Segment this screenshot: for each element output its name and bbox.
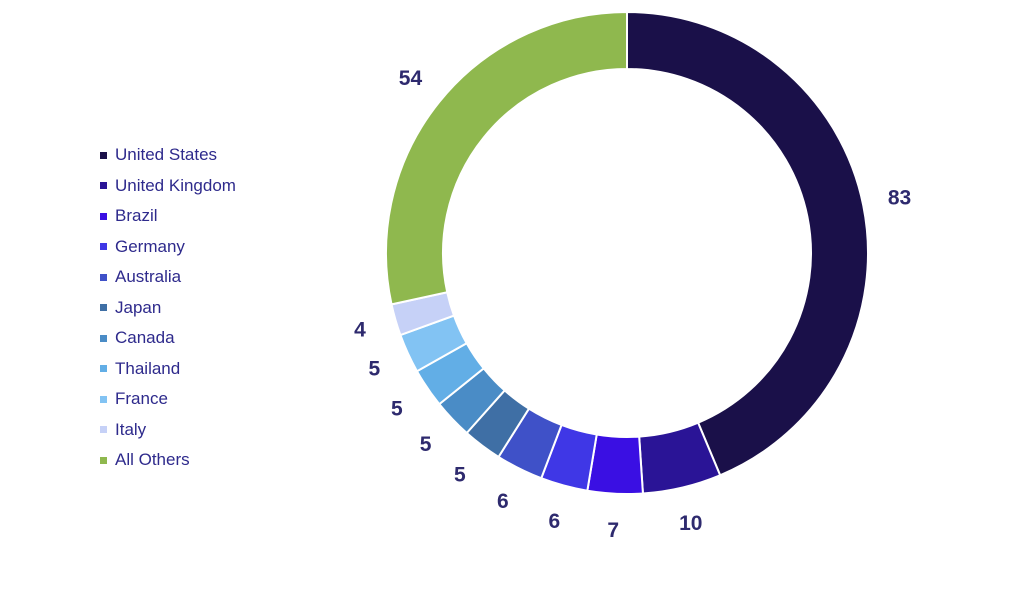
data-label-brazil: 7 <box>607 519 619 542</box>
legend-item-japan: Japan <box>100 293 236 324</box>
slice-united-states <box>626 10 869 477</box>
legend-label: All Others <box>115 450 190 470</box>
data-label-all-others: 54 <box>399 67 423 90</box>
chart-legend: United States United Kingdom Brazil Germany… <box>100 140 236 476</box>
legend-label: Australia <box>115 267 182 287</box>
legend-swatch <box>100 273 107 281</box>
legend-swatch <box>100 151 107 159</box>
legend-swatch <box>100 456 107 464</box>
legend-swatch <box>100 395 107 403</box>
legend-item-united-states: United States <box>100 140 236 171</box>
legend-swatch <box>100 365 107 373</box>
legend-label: Italy <box>115 419 147 439</box>
data-label-united-kingdom: 10 <box>679 512 702 535</box>
legend-item-australia: Australia <box>100 262 236 293</box>
legend-label: Canada <box>115 328 175 348</box>
legend-swatch <box>100 182 107 190</box>
legend-label: United States <box>115 145 218 165</box>
legend-label: Japan <box>115 297 162 317</box>
legend-label: France <box>115 389 168 409</box>
legend-item-france: France <box>100 384 236 415</box>
donut-slices <box>385 10 869 495</box>
legend-item-brazil: Brazil <box>100 201 236 232</box>
data-label-thailand: 5 <box>391 397 403 420</box>
legend-label: Brazil <box>115 206 158 226</box>
legend-label: Thailand <box>115 358 181 378</box>
legend-item-thailand: Thailand <box>100 354 236 385</box>
legend-item-all-others: All Others <box>100 445 236 476</box>
legend-label: Germany <box>115 236 185 256</box>
data-label-italy: 4 <box>354 319 366 342</box>
legend-swatch <box>100 426 107 434</box>
data-label-canada: 5 <box>420 433 432 456</box>
legend-swatch <box>100 304 107 312</box>
legend-swatch <box>100 243 107 251</box>
data-label-france: 5 <box>368 357 380 380</box>
data-label-united-states: 83 <box>888 187 911 210</box>
legend-item-canada: Canada <box>100 323 236 354</box>
legend-label: United Kingdom <box>115 175 236 195</box>
data-label-germany: 6 <box>548 510 560 533</box>
legend-item-united-kingdom: United Kingdom <box>100 171 236 202</box>
legend-swatch <box>100 334 107 342</box>
legend-item-germany: Germany <box>100 232 236 263</box>
legend-swatch <box>100 212 107 220</box>
slice-all-others <box>385 10 628 306</box>
data-label-australia: 6 <box>497 490 509 513</box>
legend-item-italy: Italy <box>100 415 236 446</box>
data-label-japan: 5 <box>454 464 466 487</box>
